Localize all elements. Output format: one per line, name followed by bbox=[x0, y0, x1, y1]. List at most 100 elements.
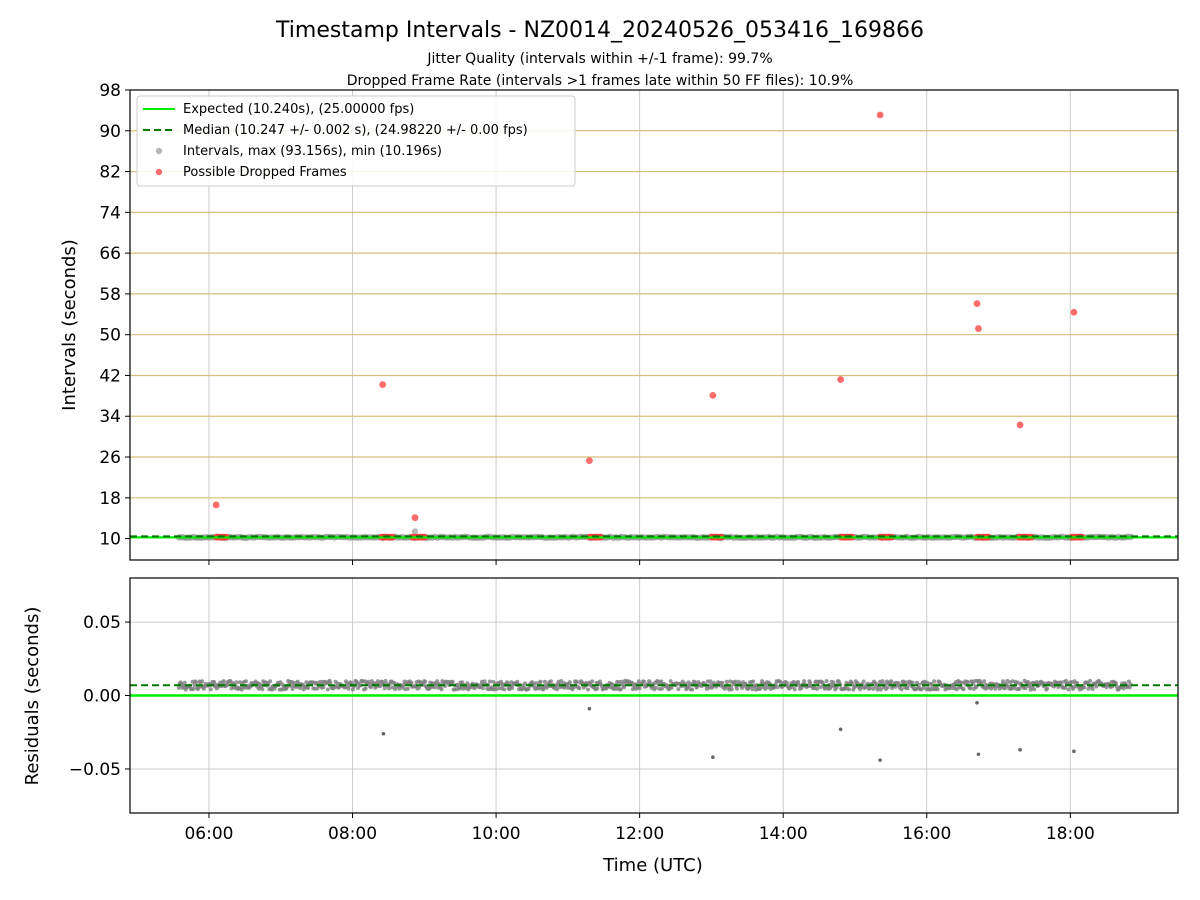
residual-point bbox=[228, 679, 233, 684]
residual-point bbox=[637, 686, 642, 691]
residual-outlier-point bbox=[976, 752, 981, 757]
intervals-y-tick-label: 26 bbox=[99, 448, 121, 468]
residual-point bbox=[775, 685, 780, 690]
intervals-y-tick-label: 50 bbox=[99, 326, 121, 346]
residual-point bbox=[1058, 680, 1063, 685]
residuals-panel: 0.05 0.00 −0.05 06:00 08:00 10:00 12:00 14:00 16… bbox=[22, 577, 1179, 876]
residual-point bbox=[409, 680, 414, 685]
residual-point bbox=[577, 686, 582, 691]
figure-subtitle-jitter: Jitter Quality (intervals within +/-1 fr… bbox=[426, 51, 772, 67]
residual-point bbox=[439, 687, 444, 692]
residual-point bbox=[885, 685, 890, 690]
x-axis-label: Time (UTC) bbox=[602, 855, 703, 876]
residual-point bbox=[903, 680, 908, 685]
residual-point bbox=[660, 686, 664, 691]
residual-point bbox=[499, 679, 503, 684]
x-tick-label: 16:00 bbox=[902, 824, 951, 844]
residual-point bbox=[654, 685, 658, 690]
residual-point bbox=[818, 685, 823, 690]
residual-point bbox=[847, 687, 851, 692]
residual-point bbox=[610, 682, 615, 687]
intervals-y-tick-label: 82 bbox=[99, 163, 121, 183]
residual-point bbox=[523, 681, 528, 686]
residual-point bbox=[268, 679, 273, 684]
residual-point bbox=[1088, 678, 1093, 683]
residual-point bbox=[729, 687, 734, 692]
residual-point bbox=[567, 680, 572, 685]
legend: Expected (10.240s), (25.00000 fps) Media… bbox=[136, 95, 576, 187]
residual-point bbox=[642, 679, 646, 684]
residual-point bbox=[935, 687, 940, 692]
residual-point bbox=[208, 687, 213, 692]
residual-point bbox=[733, 679, 738, 684]
residual-point bbox=[1082, 685, 1087, 690]
residual-outlier-point bbox=[838, 727, 843, 732]
residual-point bbox=[880, 679, 885, 684]
residual-point bbox=[1034, 680, 1039, 685]
residual-outlier-point bbox=[381, 731, 386, 736]
intervals-y-tick-label: 66 bbox=[99, 244, 121, 264]
legend-dropped-marker bbox=[155, 168, 163, 176]
residual-point bbox=[346, 686, 351, 691]
residual-point bbox=[659, 679, 664, 684]
residual-point bbox=[824, 679, 829, 684]
dropped-frame-point bbox=[709, 391, 717, 399]
residual-point bbox=[1002, 686, 1007, 691]
residual-point bbox=[636, 679, 641, 684]
residual-point bbox=[363, 686, 368, 691]
residual-point bbox=[328, 680, 333, 685]
residuals-y-tick-label: −0.05 bbox=[69, 760, 121, 780]
residual-point bbox=[815, 686, 820, 691]
residual-outlier-point bbox=[711, 755, 715, 759]
residual-point bbox=[574, 679, 579, 684]
residual-point bbox=[831, 680, 836, 685]
residual-point bbox=[622, 685, 627, 690]
residual-point bbox=[834, 685, 839, 690]
residual-point bbox=[538, 679, 543, 684]
residual-point bbox=[534, 681, 539, 686]
x-tick-label: 12:00 bbox=[615, 824, 664, 844]
dropped-frame-point bbox=[1070, 308, 1078, 316]
residual-point bbox=[191, 686, 196, 691]
dropped-frame-point bbox=[212, 501, 220, 509]
intervals-plot-frame bbox=[129, 89, 1179, 561]
residual-point bbox=[234, 680, 239, 685]
residual-point bbox=[515, 679, 520, 684]
figure-subtitle-dropped: Dropped Frame Rate (intervals >1 frames … bbox=[347, 73, 854, 89]
residual-point bbox=[260, 687, 265, 692]
dropped-frame-point bbox=[585, 457, 593, 464]
dropped-frame-point bbox=[1016, 421, 1024, 429]
dropped-frame-point bbox=[876, 111, 884, 119]
residual-point bbox=[889, 679, 894, 684]
residuals-y-tick-label: 0.00 bbox=[83, 687, 121, 707]
dropped-frame-point bbox=[837, 376, 845, 383]
residual-point bbox=[878, 687, 883, 692]
intervals-y-axis-label: Intervals (seconds) bbox=[59, 239, 80, 411]
residual-point bbox=[910, 680, 915, 685]
x-tick-label: 18:00 bbox=[1046, 824, 1095, 844]
residual-point bbox=[221, 679, 226, 684]
residual-point bbox=[502, 687, 507, 692]
intervals-y-tick-label: 98 bbox=[99, 81, 121, 101]
residual-point bbox=[378, 683, 383, 688]
residual-point bbox=[1121, 686, 1126, 691]
residual-point bbox=[423, 679, 428, 684]
residual-point bbox=[595, 686, 600, 691]
residual-outlier-point bbox=[1018, 748, 1022, 752]
figure-title: Timestamp Intervals - NZ0014_20240526_05… bbox=[275, 18, 924, 43]
residual-point bbox=[676, 687, 681, 692]
legend-median-label: Median (10.247 +/- 0.002 s), (24.98220 +… bbox=[183, 123, 528, 138]
dropped-frame-point bbox=[975, 325, 982, 332]
dropped-frame-point bbox=[379, 381, 387, 389]
residual-point bbox=[368, 685, 373, 690]
x-tick-label: 08:00 bbox=[328, 824, 377, 844]
x-tick-label: 10:00 bbox=[472, 824, 521, 844]
residual-point bbox=[1032, 687, 1037, 692]
residual-point bbox=[720, 680, 725, 685]
residual-point bbox=[405, 686, 410, 691]
residual-point bbox=[1001, 679, 1006, 684]
intervals-panel: 10 18 26 34 42 50 58 66 74 82 90 98 Intervals (seco… bbox=[59, 81, 1179, 565]
residuals-axes: 0.05 0.00 −0.05 06:00 08:00 10:00 12:00 14:00 16… bbox=[69, 577, 1179, 844]
residual-outlier-point bbox=[1072, 749, 1076, 754]
residual-point bbox=[905, 686, 910, 690]
